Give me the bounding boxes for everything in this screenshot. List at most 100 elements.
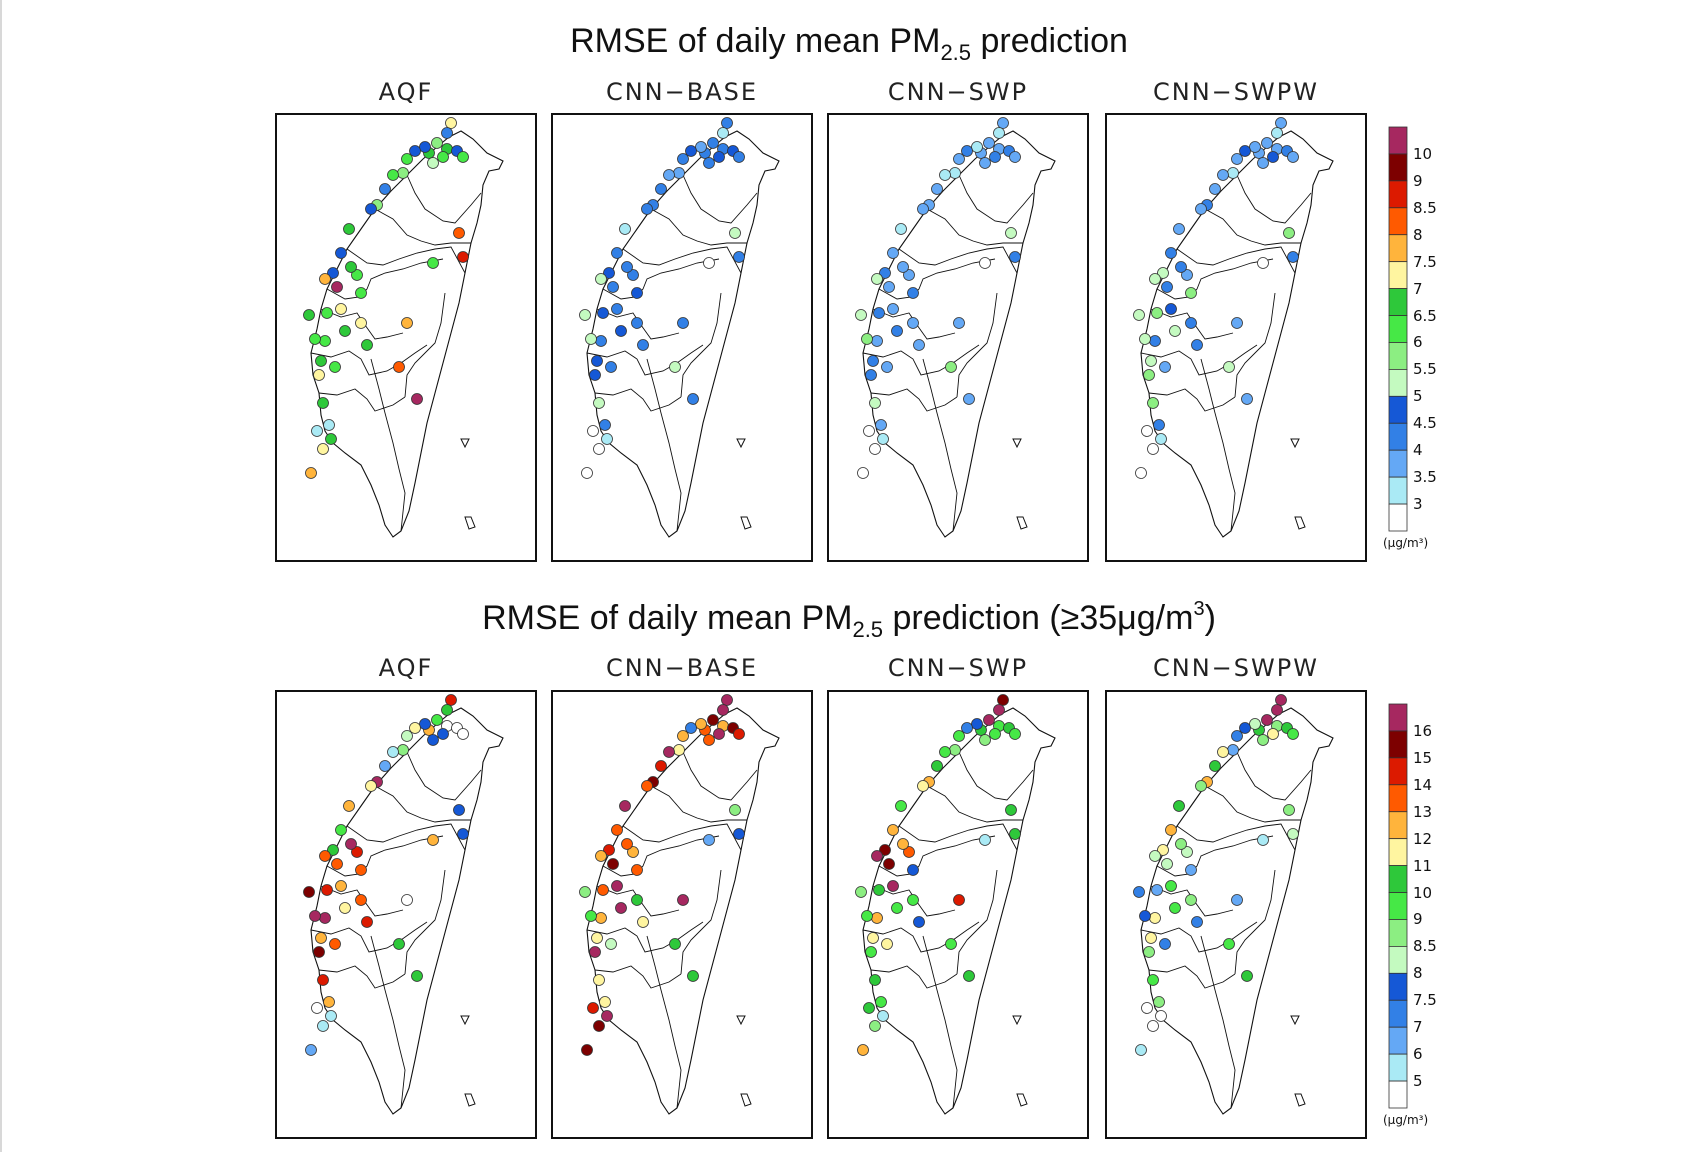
county-border: [404, 869, 446, 975]
colorbar-tick-label: 8.5: [1413, 937, 1437, 956]
station-marker: [677, 317, 689, 329]
station-marker: [939, 169, 951, 181]
station-marker: [879, 267, 891, 279]
station-marker: [1155, 433, 1167, 445]
station-marker: [733, 728, 745, 740]
taiwan-outline: [862, 130, 1056, 538]
station-marker: [603, 267, 615, 279]
station-marker: [621, 838, 633, 850]
taiwan-outline: [586, 707, 780, 1115]
station-marker: [355, 864, 367, 876]
county-border: [646, 935, 682, 1109]
station-marker: [605, 938, 617, 950]
station-marker: [409, 145, 421, 157]
station-marker: [319, 850, 331, 862]
colorbar-swatch: [1388, 395, 1408, 424]
station-marker: [1139, 910, 1151, 922]
station-marker: [355, 894, 367, 906]
station-marker: [953, 317, 965, 329]
colorbar-swatch: [1388, 153, 1408, 182]
colorbar-swatch: [1388, 730, 1408, 759]
station-marker: [1147, 1020, 1159, 1032]
taiwan-outline: [586, 130, 780, 538]
county-border: [870, 965, 958, 989]
station-marker: [1155, 1010, 1167, 1022]
station-marker: [1271, 127, 1283, 139]
map-panel: [275, 690, 537, 1139]
colorbar-tick-label: 6.5: [1413, 306, 1437, 325]
station-marker: [1191, 339, 1203, 351]
colorbar-tick-label: 5: [1413, 387, 1423, 406]
island-outline: [460, 438, 470, 449]
colorbar-unit: (μg/m³): [1383, 536, 1429, 550]
colorbar-tick-label: 6: [1413, 333, 1423, 352]
station-marker: [677, 153, 689, 165]
station-marker: [321, 884, 333, 896]
station-marker: [631, 317, 643, 329]
station-marker: [1149, 273, 1161, 285]
island-outline: [1294, 1093, 1306, 1107]
station-marker: [393, 361, 405, 373]
station-marker: [703, 734, 715, 746]
station-marker: [871, 850, 883, 862]
colorbar-tick-label: 16: [1413, 721, 1433, 740]
station-marker: [379, 183, 391, 195]
panel-title: CNN−SWPW: [1153, 78, 1319, 106]
station-marker: [601, 1010, 613, 1022]
station-marker: [621, 261, 633, 273]
station-marker: [871, 273, 883, 285]
county-border: [374, 785, 471, 823]
station-marker: [1195, 203, 1207, 215]
station-marker: [861, 333, 873, 345]
station-marker: [1157, 267, 1169, 279]
station-marker: [983, 714, 995, 726]
county-border: [406, 751, 482, 801]
station-marker: [931, 183, 943, 195]
island-outline: [460, 1015, 470, 1026]
panel-title: CNN−BASE: [605, 78, 759, 106]
station-marker: [729, 227, 741, 239]
station-marker: [953, 730, 965, 742]
station-marker: [1009, 151, 1021, 163]
station-marker: [887, 880, 899, 892]
station-marker: [599, 419, 611, 431]
station-marker: [1135, 467, 1147, 479]
colorbar-tick-label: 13: [1413, 802, 1433, 821]
station-marker: [655, 183, 667, 195]
station-marker: [1185, 864, 1197, 876]
station-marker: [917, 203, 929, 215]
station-marker: [1209, 760, 1221, 772]
station-marker: [1227, 167, 1239, 179]
county-border: [862, 344, 980, 376]
colorbar-swatch: [1388, 476, 1408, 505]
station-marker: [1009, 828, 1021, 840]
station-marker: [1145, 355, 1157, 367]
station-marker: [619, 800, 631, 812]
station-marker: [989, 151, 1001, 163]
station-marker: [733, 151, 745, 163]
station-marker: [685, 722, 697, 734]
station-marker: [427, 157, 439, 169]
station-marker: [1231, 730, 1243, 742]
station-marker: [431, 137, 443, 149]
station-marker: [323, 419, 335, 431]
county-border: [682, 174, 758, 224]
station-marker: [883, 281, 895, 293]
colorbar-swatch: [1388, 784, 1408, 813]
station-marker: [335, 247, 347, 259]
station-marker: [1149, 335, 1161, 347]
station-marker: [1151, 307, 1163, 319]
station-marker: [595, 335, 607, 347]
station-marker: [361, 339, 373, 351]
county-border: [346, 823, 466, 851]
station-marker: [1185, 317, 1197, 329]
station-marker: [887, 303, 899, 315]
station-marker: [1271, 704, 1283, 716]
station-marker: [703, 834, 715, 846]
station-marker: [401, 730, 413, 742]
station-marker: [979, 257, 991, 269]
station-marker: [897, 261, 909, 273]
county-border: [326, 258, 444, 300]
station-marker: [595, 273, 607, 285]
station-marker: [887, 247, 899, 259]
